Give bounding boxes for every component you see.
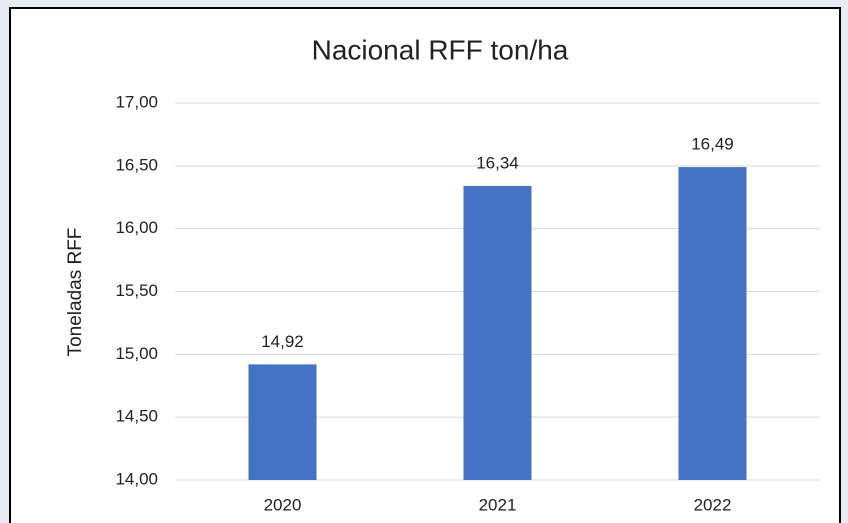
- data-label: 16,34: [476, 153, 519, 172]
- y-tick-label: 14,00: [115, 469, 158, 488]
- x-tick-label: 2021: [479, 495, 517, 514]
- data-label: 14,92: [261, 332, 304, 351]
- y-axis-label: Toneladas RFF: [65, 228, 86, 357]
- x-tick-label: 2022: [694, 495, 732, 514]
- data-label: 16,49: [691, 135, 734, 154]
- bar: [463, 185, 532, 480]
- x-tick-label: 2020: [264, 495, 302, 514]
- chart-title: Nacional RFF ton/ha: [312, 34, 569, 65]
- y-tick-label: 15,50: [115, 281, 158, 300]
- y-tick-label: 14,50: [115, 407, 158, 426]
- y-tick-label: 15,00: [115, 344, 158, 363]
- y-tick-label: 16,50: [115, 155, 158, 174]
- y-tick-label: 17,00: [115, 92, 158, 111]
- bar: [248, 364, 317, 480]
- y-tick-label: 16,00: [115, 218, 158, 237]
- bar: [678, 167, 747, 480]
